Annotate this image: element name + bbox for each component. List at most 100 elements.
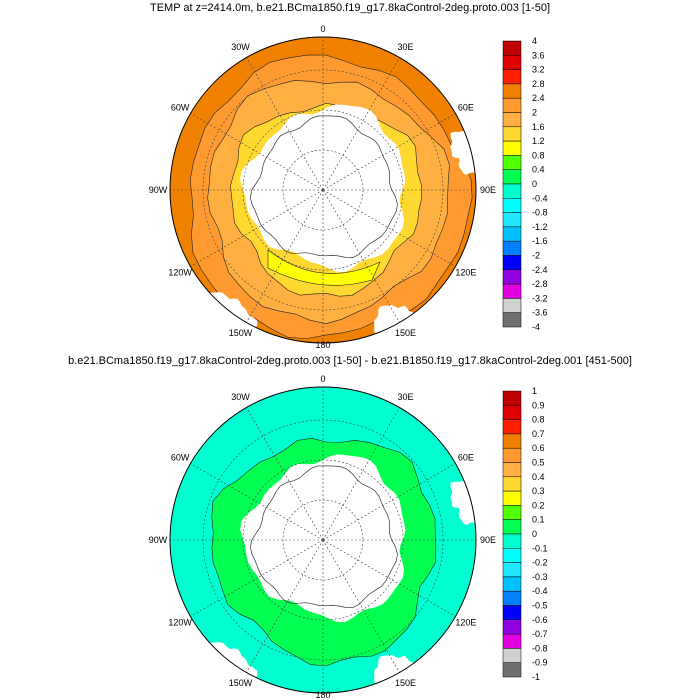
longitude-line bbox=[190, 189, 324, 267]
longitude-line bbox=[246, 407, 324, 541]
longitude-line bbox=[322, 463, 456, 541]
colorbar-tick-label: 0.8 bbox=[532, 150, 545, 160]
colorbar-box bbox=[502, 390, 522, 406]
map-panel-0: 0 30E 60E 90E 120E 150E 180 150W 120W 90W 60W 30W 4 3… bbox=[149, 24, 548, 350]
colorbar-box bbox=[502, 619, 522, 635]
colorbar-tick-label: -2.8 bbox=[532, 279, 548, 289]
longitude-line bbox=[322, 57, 400, 191]
colorbar-tick-label: 0.4 bbox=[532, 472, 545, 482]
colorbar-tick-label: 0.7 bbox=[532, 429, 545, 439]
colorbar-box bbox=[502, 462, 522, 478]
colorbar-box bbox=[502, 312, 522, 328]
longitude-line bbox=[322, 189, 456, 267]
colorbar-box bbox=[502, 97, 522, 113]
colorbar-tick-label: -2 bbox=[532, 251, 540, 261]
colorbar-tick-label: 1 bbox=[532, 386, 537, 396]
colorbar-box bbox=[502, 405, 522, 420]
colorbar-box bbox=[502, 226, 522, 242]
colorbar-tick-label: 2.4 bbox=[532, 93, 545, 103]
map-border bbox=[169, 36, 477, 344]
lon-label: 120W bbox=[168, 618, 192, 628]
colorbar-box bbox=[502, 240, 522, 256]
colorbar-tick-label: 0.8 bbox=[532, 415, 545, 425]
colorbar-box bbox=[502, 590, 522, 606]
lon-label: 0 bbox=[320, 374, 325, 384]
colorbar-tick-label: -1.6 bbox=[532, 236, 548, 246]
colorbar-box bbox=[502, 476, 522, 492]
colorbar-box bbox=[502, 519, 522, 535]
colorbar-box bbox=[502, 40, 522, 56]
longitude-line bbox=[246, 189, 324, 323]
lon-label: 0 bbox=[320, 24, 325, 34]
colorbar-tick-label: -3.6 bbox=[532, 308, 548, 318]
lon-label: 150E bbox=[395, 678, 416, 688]
colorbar-tick-label: -2.4 bbox=[532, 265, 548, 275]
longitude-line bbox=[246, 539, 324, 673]
colorbar-tick-label: 2 bbox=[532, 108, 537, 118]
lon-label: 60E bbox=[458, 453, 474, 463]
colorbar-tick-label: -1 bbox=[532, 672, 540, 682]
colorbar-box bbox=[502, 633, 522, 649]
colorbar-box bbox=[502, 183, 522, 199]
colorbar-tick-label: 0 bbox=[532, 179, 537, 189]
colorbar-tick-label: 0.1 bbox=[532, 515, 545, 525]
colorbar-box bbox=[502, 548, 522, 563]
colorbar-box bbox=[502, 169, 522, 185]
lon-label: 120E bbox=[455, 618, 476, 628]
colorbar-box bbox=[502, 419, 522, 435]
colorbar-box bbox=[502, 55, 522, 70]
colorbar-box bbox=[502, 648, 522, 663]
colorbar-box bbox=[502, 433, 522, 449]
colorbar-tick-label: 3.6 bbox=[532, 50, 545, 60]
longitude-line bbox=[322, 539, 456, 617]
colorbar-tick-label: 1.6 bbox=[532, 122, 545, 132]
map-field bbox=[170, 37, 476, 343]
colorbar-tick-label: 3.2 bbox=[532, 65, 545, 75]
colorbar-tick-label: -0.2 bbox=[532, 558, 548, 568]
map-field bbox=[170, 387, 476, 693]
colorbar-box bbox=[502, 605, 522, 621]
colorbar-tick-label: -0.7 bbox=[532, 629, 548, 639]
colorbar-box bbox=[502, 198, 522, 213]
colorbar-box bbox=[502, 140, 522, 156]
colorbar-tick-label: -0.4 bbox=[532, 586, 548, 596]
colorbar-tick-label: -3.2 bbox=[532, 293, 548, 303]
lon-label: 90W bbox=[149, 185, 168, 195]
colorbar-tick-label: -0.8 bbox=[532, 208, 548, 218]
lon-label: 60W bbox=[171, 103, 190, 113]
colorbar-tick-label: 0.5 bbox=[532, 458, 545, 468]
colorbar-tick-label: 0.2 bbox=[532, 500, 545, 510]
colorbar-box bbox=[502, 269, 522, 285]
colorbar-tick-label: -0.4 bbox=[532, 193, 548, 203]
lon-label: 90W bbox=[149, 535, 168, 545]
longitude-line bbox=[322, 407, 400, 541]
colorbar-tick-label: -0.8 bbox=[532, 643, 548, 653]
lon-label: 30E bbox=[397, 42, 413, 52]
colorbar-box bbox=[502, 576, 522, 592]
colorbar-box bbox=[502, 212, 522, 228]
longitude-line bbox=[190, 113, 324, 191]
top-panel-title: TEMP at z=2414.0m, b.e21.BCma1850.f19_g1… bbox=[149, 2, 551, 14]
colorbar-box bbox=[502, 283, 522, 299]
colorbar-tick-label: -0.5 bbox=[532, 601, 548, 611]
colorbar-box bbox=[502, 533, 522, 549]
colorbar-tick-label: 0.6 bbox=[532, 443, 545, 453]
lon-label: 90E bbox=[480, 535, 496, 545]
colorbar-box bbox=[502, 112, 522, 128]
lon-label: 30W bbox=[231, 42, 250, 52]
colorbar-box bbox=[502, 298, 522, 313]
lon-label: 60W bbox=[171, 453, 190, 463]
colorbar-box bbox=[502, 255, 522, 271]
longitude-line bbox=[322, 539, 400, 673]
colorbar-box bbox=[502, 505, 522, 520]
colorbar-box bbox=[502, 69, 522, 85]
colorbar-tick-label: 1.2 bbox=[532, 136, 545, 146]
colorbar-box bbox=[502, 126, 522, 142]
colorbar-tick-label: -1.2 bbox=[532, 222, 548, 232]
longitude-line bbox=[322, 189, 400, 323]
colorbar-tick-label: 0 bbox=[532, 529, 537, 539]
lon-label: 180 bbox=[315, 340, 330, 350]
longitude-line bbox=[190, 463, 324, 541]
colorbar-box bbox=[502, 447, 522, 463]
